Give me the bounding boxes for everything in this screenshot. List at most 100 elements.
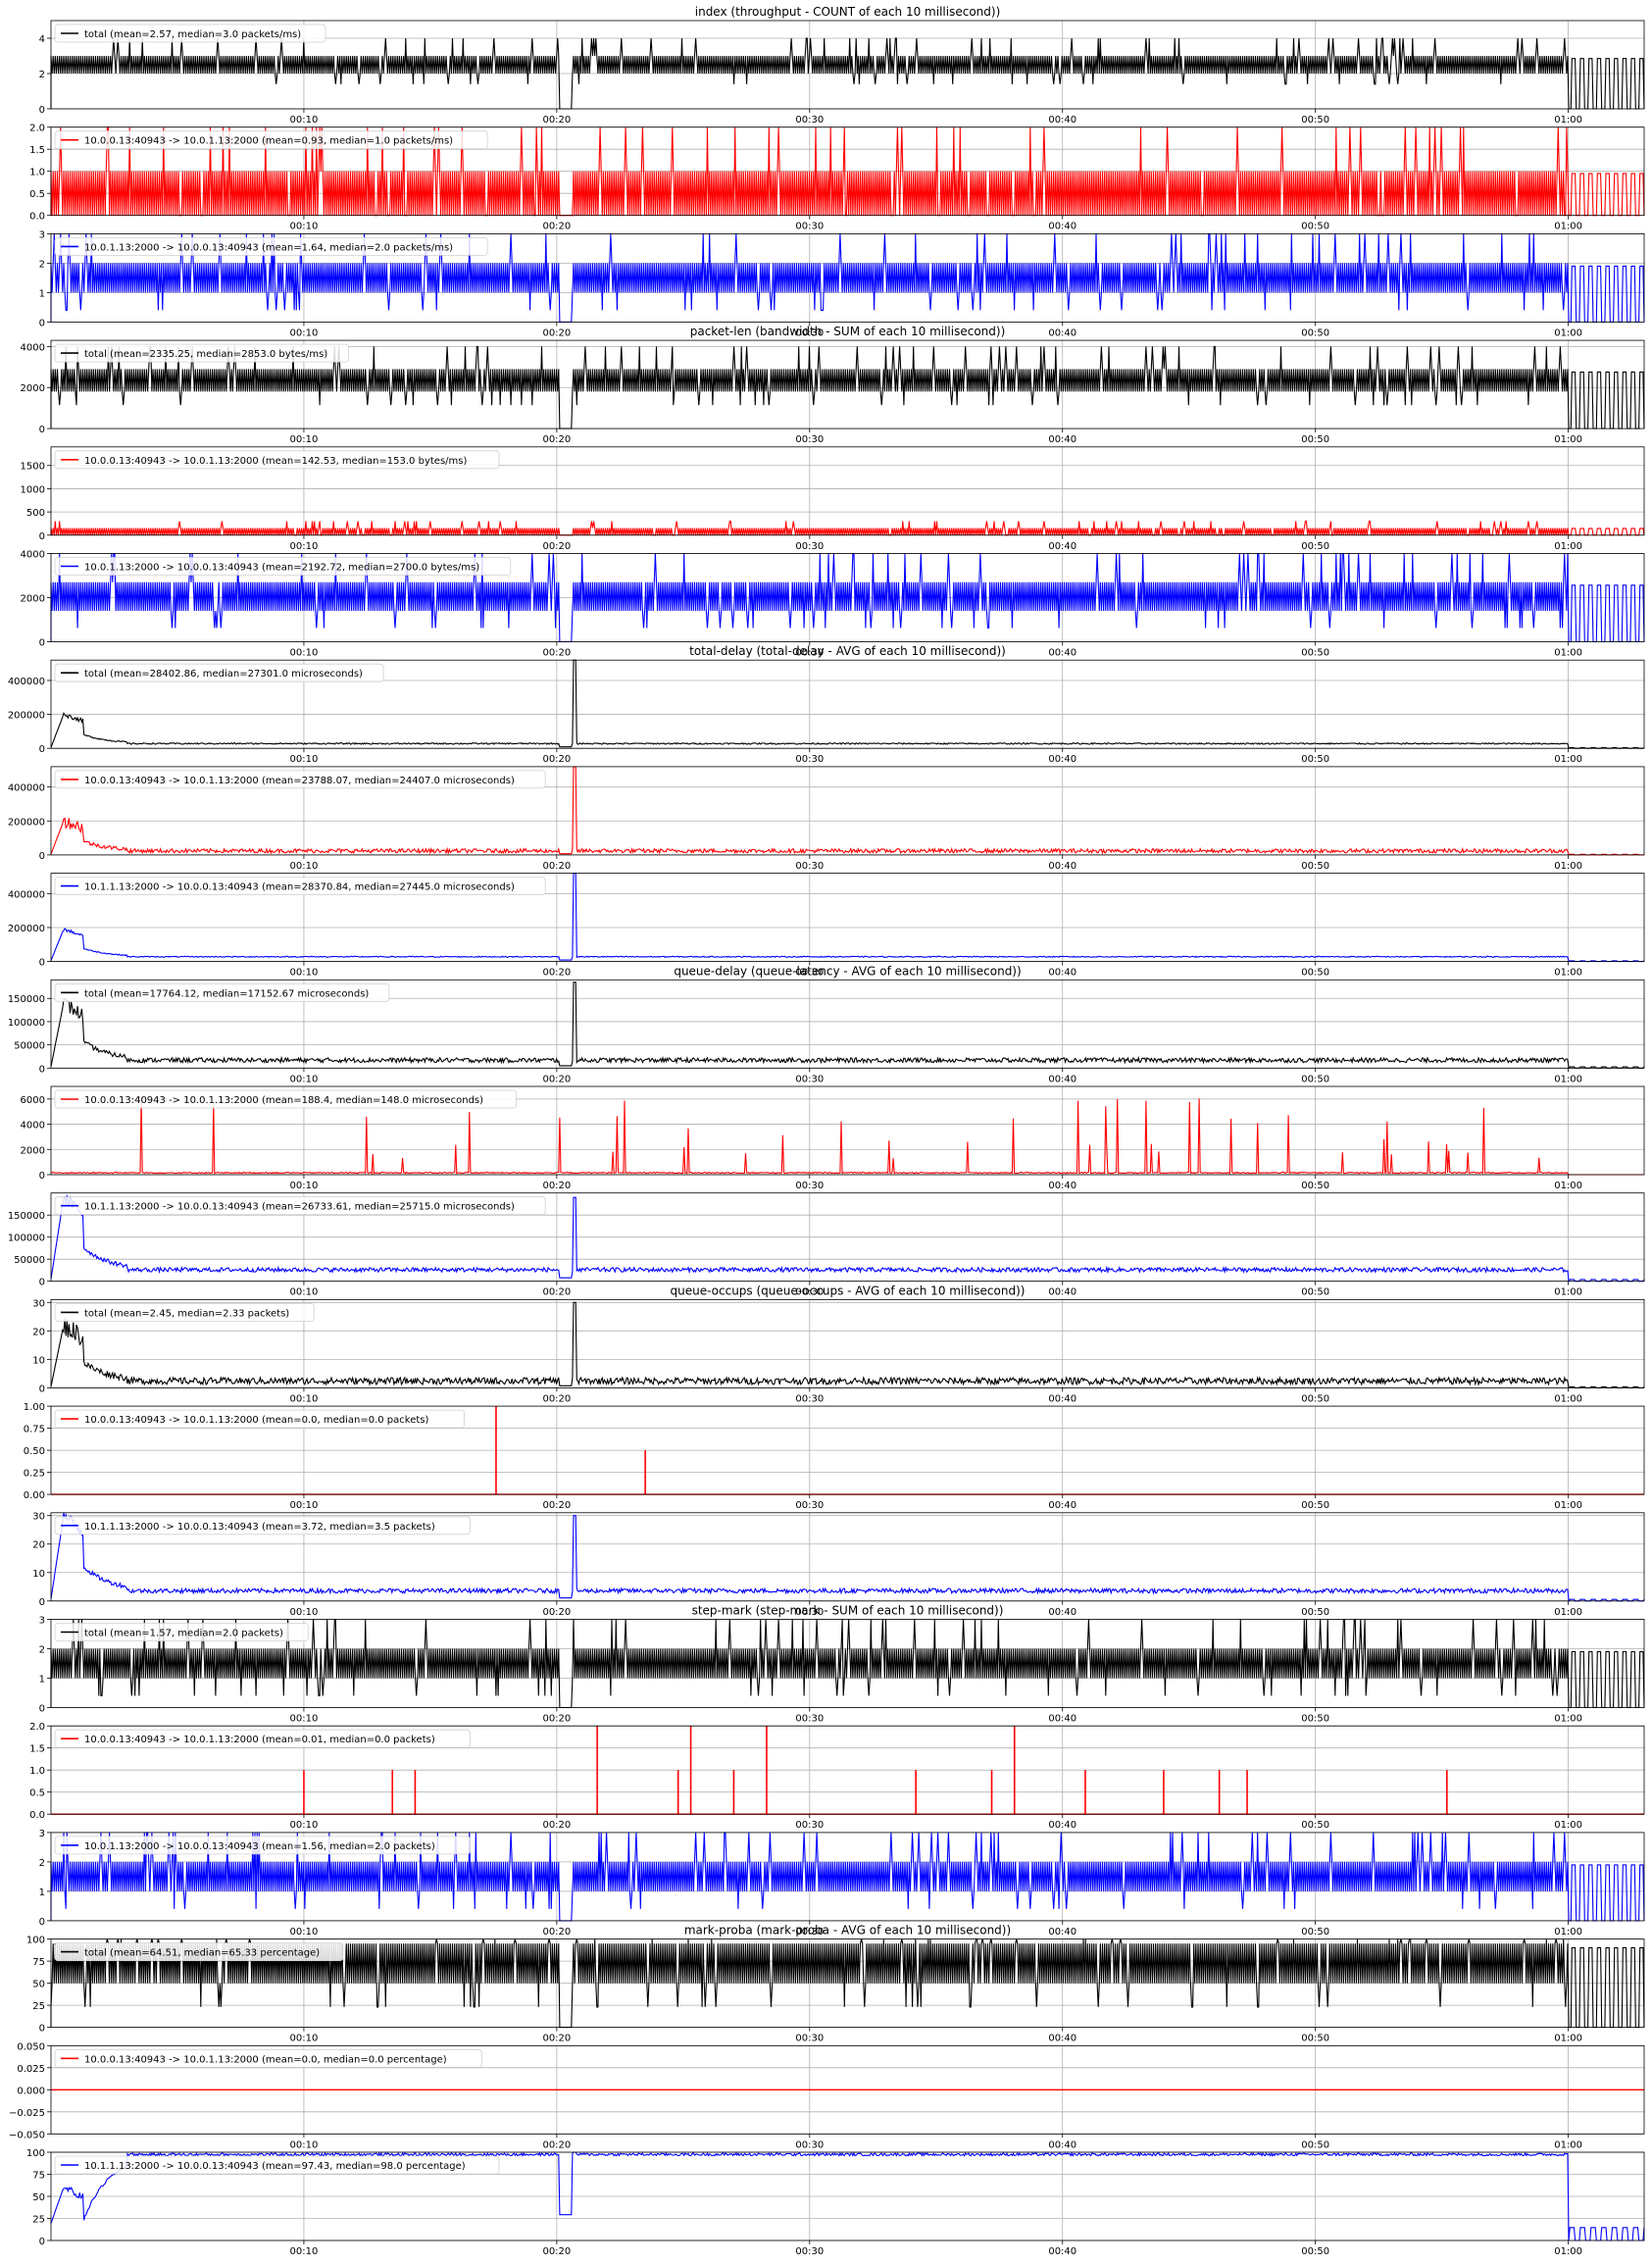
y-tick-label: 0 — [39, 1704, 45, 1715]
x-tick-label: 00:50 — [1301, 861, 1329, 872]
x-tick-label: 00:50 — [1301, 1181, 1329, 1191]
axes-frame — [50, 2151, 1645, 2241]
series-line — [50, 1097, 1644, 1176]
x-tick-label: 00:30 — [795, 2034, 824, 2044]
x-tick-label: 00:10 — [290, 648, 319, 659]
y-tick-label: 0 — [39, 1597, 45, 1608]
x-tick-label: 00:10 — [290, 2139, 319, 2150]
x-tick-label: 00:30 — [795, 327, 824, 338]
x-tick-label: 00:10 — [290, 2246, 319, 2257]
x-tick-label: 00:50 — [1301, 222, 1329, 232]
y-tick-label: 20 — [32, 1540, 45, 1551]
legend: total (mean=2.45, median=2.33 packets) — [54, 1303, 315, 1322]
legend: total (mean=64.51, median=65.33 percenta… — [54, 1942, 344, 1961]
legend-label: 10.0.0.13:40943 -> 10.0.1.13:2000 (mean=… — [84, 136, 453, 147]
x-tick-label: 00:50 — [1301, 327, 1329, 338]
y-tick-label: 0 — [39, 531, 45, 542]
y-tick-label: 100 — [26, 2148, 45, 2159]
y-tick-label: 1500 — [21, 462, 45, 473]
x-tick-label: 00:20 — [542, 1074, 571, 1084]
x-tick-label: 00:50 — [1301, 648, 1329, 659]
x-tick-label: 00:20 — [542, 1927, 571, 1938]
y-tick-label: 0 — [39, 2024, 45, 2035]
y-tick-label: 0.0 — [29, 1810, 45, 1821]
legend: 10.0.0.13:40943 -> 10.0.1.13:2000 (mean=… — [54, 1409, 466, 1429]
x-tick-label: 00:30 — [795, 861, 824, 872]
x-tick-label: 00:40 — [1048, 754, 1076, 765]
x-tick-label: 00:40 — [1048, 1714, 1076, 1725]
y-tick-label: 400000 — [8, 889, 45, 900]
x-tick-label: 01:00 — [1554, 2034, 1582, 2044]
x-tick-label: 01:00 — [1554, 1927, 1582, 1938]
series-line — [50, 1512, 1645, 1603]
y-tick-label: 10 — [32, 1355, 45, 1366]
legend-label: total (mean=17764.12, median=17152.67 mi… — [84, 988, 369, 999]
series-line — [50, 345, 1645, 429]
subplot-title: packet-len (bandwidth - SUM of each 10 m… — [690, 325, 1006, 338]
y-tick-label: 100 — [26, 1936, 45, 1946]
y-tick-label: 1.00 — [24, 1402, 45, 1413]
subplot-4: 0 500 1000 1500 00:10 00:20 00:30 00:40 00:50 01:… — [21, 446, 1645, 552]
legend: 10.1.1.13:2000 -> 10.0.0.13:40943 (mean=… — [54, 1516, 471, 1535]
y-tick-label: 4000 — [21, 1121, 45, 1132]
legend-box — [54, 2155, 500, 2175]
x-tick-label: 00:20 — [542, 2139, 571, 2150]
y-tick-label: 4 — [39, 34, 45, 45]
legend-label: total (mean=64.51, median=65.33 percenta… — [84, 1948, 320, 1959]
x-tick-label: 00:30 — [795, 968, 824, 979]
x-tick-label: 00:10 — [290, 1181, 319, 1191]
legend-box — [54, 1089, 518, 1109]
y-tick-label: 0 — [39, 2237, 45, 2247]
legend-label: 10.1.1.13:2000 -> 10.0.0.13:40943 (mean=… — [84, 1522, 435, 1533]
axes-frame — [50, 339, 1645, 429]
x-tick-label: 00:50 — [1301, 1074, 1329, 1084]
y-tick-label: 0.75 — [24, 1425, 45, 1435]
legend-label: total (mean=2.45, median=2.33 packets) — [84, 1308, 289, 1319]
subplot-2: 0 1 2 3 00:10 00:20 00:30 00:40 00:50 01:00 10.0.1… — [39, 229, 1645, 338]
subplot-11: 0 50000 100000 150000 00:10 00:20 00:30 00:40 00… — [8, 1192, 1645, 1298]
x-tick-label: 00:40 — [1048, 2034, 1076, 2044]
y-tick-label: 1 — [39, 1675, 45, 1686]
x-tick-label: 01:00 — [1554, 1074, 1582, 1084]
axes-frame — [50, 1512, 1645, 1602]
legend: 10.1.1.13:2000 -> 10.0.0.13:40943 (mean=… — [54, 1196, 546, 1216]
x-tick-label: 00:20 — [542, 2246, 571, 2257]
x-tick-label: 00:40 — [1048, 1500, 1076, 1511]
x-tick-label: 00:30 — [795, 222, 824, 232]
x-tick-label: 00:10 — [290, 1927, 319, 1938]
legend: 10.0.0.13:40943 -> 10.0.1.13:2000 (mean=… — [54, 1729, 471, 1748]
x-tick-label: 00:10 — [290, 541, 319, 552]
x-tick-label: 00:20 — [542, 2034, 571, 2044]
legend-box — [54, 1303, 315, 1322]
legend: 10.0.0.13:40943 -> 10.0.1.13:2000 (mean=… — [54, 450, 500, 470]
y-tick-label: 2000 — [21, 1145, 45, 1156]
x-tick-label: 00:40 — [1048, 1181, 1076, 1191]
y-tick-label: 50 — [32, 1980, 45, 1990]
legend-box — [54, 877, 546, 895]
x-tick-label: 00:30 — [795, 1820, 824, 1831]
y-tick-label: 2.0 — [29, 1722, 45, 1733]
x-tick-label: 00:40 — [1048, 1074, 1076, 1084]
x-tick-label: 00:50 — [1301, 1393, 1329, 1404]
y-tick-label: 0.000 — [17, 2086, 45, 2096]
x-tick-label: 00:40 — [1048, 222, 1076, 232]
legend: 10.0.0.13:40943 -> 10.0.1.13:2000 (mean=… — [54, 770, 546, 789]
x-tick-label: 00:50 — [1301, 968, 1329, 979]
y-tick-label: −0.025 — [9, 2108, 45, 2119]
y-tick-label: 0.5 — [29, 189, 45, 200]
x-tick-label: 00:20 — [542, 1820, 571, 1831]
x-tick-label: 01:00 — [1554, 1820, 1582, 1831]
x-tick-label: 00:10 — [290, 1074, 319, 1084]
y-tick-label: 4000 — [21, 550, 45, 561]
legend-label: total (mean=2335.25, median=2853.0 bytes… — [84, 349, 327, 360]
y-tick-label: 2 — [39, 259, 45, 270]
y-tick-label: 0.50 — [24, 1446, 45, 1457]
axes-frame — [50, 1405, 1645, 1495]
x-tick-label: 00:40 — [1048, 541, 1076, 552]
y-tick-label: 50 — [32, 2192, 45, 2203]
series-line — [50, 1194, 1645, 1284]
legend-box — [54, 1942, 344, 1961]
x-tick-label: 00:10 — [290, 2034, 319, 2044]
x-tick-label: 00:20 — [542, 1393, 571, 1404]
